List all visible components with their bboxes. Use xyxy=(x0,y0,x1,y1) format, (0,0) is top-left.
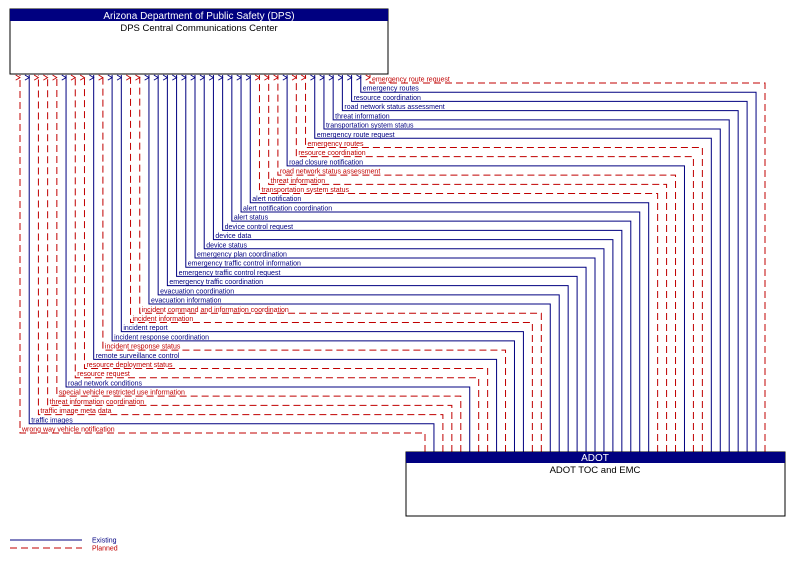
flow-label: alert notification xyxy=(252,196,301,203)
flow-label: incident command and information coordin… xyxy=(142,307,289,314)
flow-line xyxy=(319,74,721,452)
flow-line xyxy=(98,74,507,452)
flow-line xyxy=(153,74,560,452)
flow-label: emergency routes xyxy=(308,141,365,148)
node-dps: Arizona Department of Public Safety (DPS… xyxy=(9,8,389,75)
flow-line xyxy=(301,74,703,452)
flow-label: special vehicle restricted use informati… xyxy=(59,390,185,397)
flow-line xyxy=(52,74,462,452)
node-header-bar xyxy=(406,452,785,463)
flow-label: emergency routes xyxy=(363,86,420,93)
flow-label: evacuation information xyxy=(151,298,222,305)
flow-line xyxy=(245,74,650,452)
flow-label: emergency plan coordination xyxy=(197,252,287,259)
flow-line xyxy=(126,74,533,452)
flow-line xyxy=(227,74,632,452)
flow-line xyxy=(236,74,641,452)
flow-line xyxy=(33,74,444,452)
flow-line xyxy=(15,74,426,452)
flows: emergency route request emergency routes r… xyxy=(15,74,766,452)
flow-label: device control request xyxy=(225,224,294,231)
flow-label: incident information xyxy=(133,316,194,323)
flow-label: threat information xyxy=(335,113,390,120)
flow-label: threat information coordination xyxy=(50,399,145,406)
legend-label: Existing xyxy=(92,538,117,545)
flow-label: incident response status xyxy=(105,344,181,351)
flow-label: device status xyxy=(206,242,247,249)
flow-label: resource deployment status xyxy=(86,362,172,369)
flow-label: alert status xyxy=(234,215,269,222)
flow-line xyxy=(181,74,587,452)
node-header-bar xyxy=(10,9,388,21)
flow-line xyxy=(208,74,614,452)
flow-line xyxy=(89,74,498,452)
flow-label: resource coordination xyxy=(298,150,365,157)
flow-line xyxy=(291,74,694,452)
flow-line xyxy=(162,74,569,452)
flow-label: incident response coordination xyxy=(114,334,209,341)
flow-line xyxy=(199,74,605,452)
flow-label: resource request xyxy=(77,371,130,378)
flow-line xyxy=(144,74,551,452)
flow-line xyxy=(273,74,677,452)
flow-line xyxy=(310,74,712,452)
flow-line xyxy=(254,74,659,452)
flow-label: remote surveillance control xyxy=(96,353,180,360)
node-header: ADOT xyxy=(581,453,609,464)
flow-line xyxy=(356,74,757,452)
node-header: Arizona Department of Public Safety (DPS… xyxy=(103,11,294,22)
flow-label: incident report xyxy=(123,325,167,332)
flow-line xyxy=(347,74,748,452)
flow-label: road network status assessment xyxy=(344,104,444,111)
flow-label: traffic images xyxy=(31,417,73,424)
flow-line xyxy=(365,74,766,452)
flow-label: road network status assessment xyxy=(280,169,380,176)
flow-line xyxy=(337,74,739,452)
flow-label: threat information xyxy=(271,178,326,185)
flow-line xyxy=(328,74,730,452)
flow-label: alert notification coordination xyxy=(243,205,332,212)
flow-line xyxy=(135,74,542,452)
flow-label: road network conditions xyxy=(68,380,142,387)
flow-line xyxy=(172,74,578,452)
flow-label: traffic image meta data xyxy=(40,408,111,415)
flow-line xyxy=(282,74,685,452)
node-label: ADOT TOC and EMC xyxy=(550,465,641,476)
flow-label: emergency traffic control request xyxy=(179,270,281,277)
node-label: DPS Central Communications Center xyxy=(120,23,277,34)
flow-line xyxy=(264,74,668,452)
flow-line xyxy=(24,74,435,452)
flow-line xyxy=(190,74,596,452)
legend-label: Planned xyxy=(92,546,118,553)
flow-label: emergency traffic coordination xyxy=(169,279,263,286)
flow-label: emergency route request xyxy=(372,77,450,84)
node-adot: ADOT ADOT TOC and EMC xyxy=(405,451,786,517)
flow-line xyxy=(116,74,524,452)
flow-line xyxy=(61,74,471,452)
flow-line xyxy=(43,74,453,452)
flow-line xyxy=(107,74,515,452)
flow-label: emergency route request xyxy=(317,132,395,139)
flow-label: resource coordination xyxy=(354,95,421,102)
flow-line xyxy=(79,74,489,452)
flow-label: wrong way vehicle notification xyxy=(21,427,115,434)
flow-label: road closure notification xyxy=(289,159,363,166)
flow-label: transportation system status xyxy=(326,123,414,130)
flow-label: emergency traffic control information xyxy=(188,261,301,268)
flow-line xyxy=(70,74,480,452)
flow-label: device data xyxy=(215,233,251,240)
flow-label: transportation system status xyxy=(261,187,349,194)
flow-line xyxy=(218,74,623,452)
flow-label: evacuation coordination xyxy=(160,288,234,295)
